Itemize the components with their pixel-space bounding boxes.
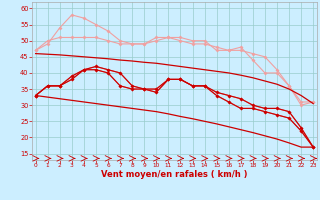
X-axis label: Vent moyen/en rafales ( km/h ): Vent moyen/en rafales ( km/h ) bbox=[101, 170, 248, 179]
